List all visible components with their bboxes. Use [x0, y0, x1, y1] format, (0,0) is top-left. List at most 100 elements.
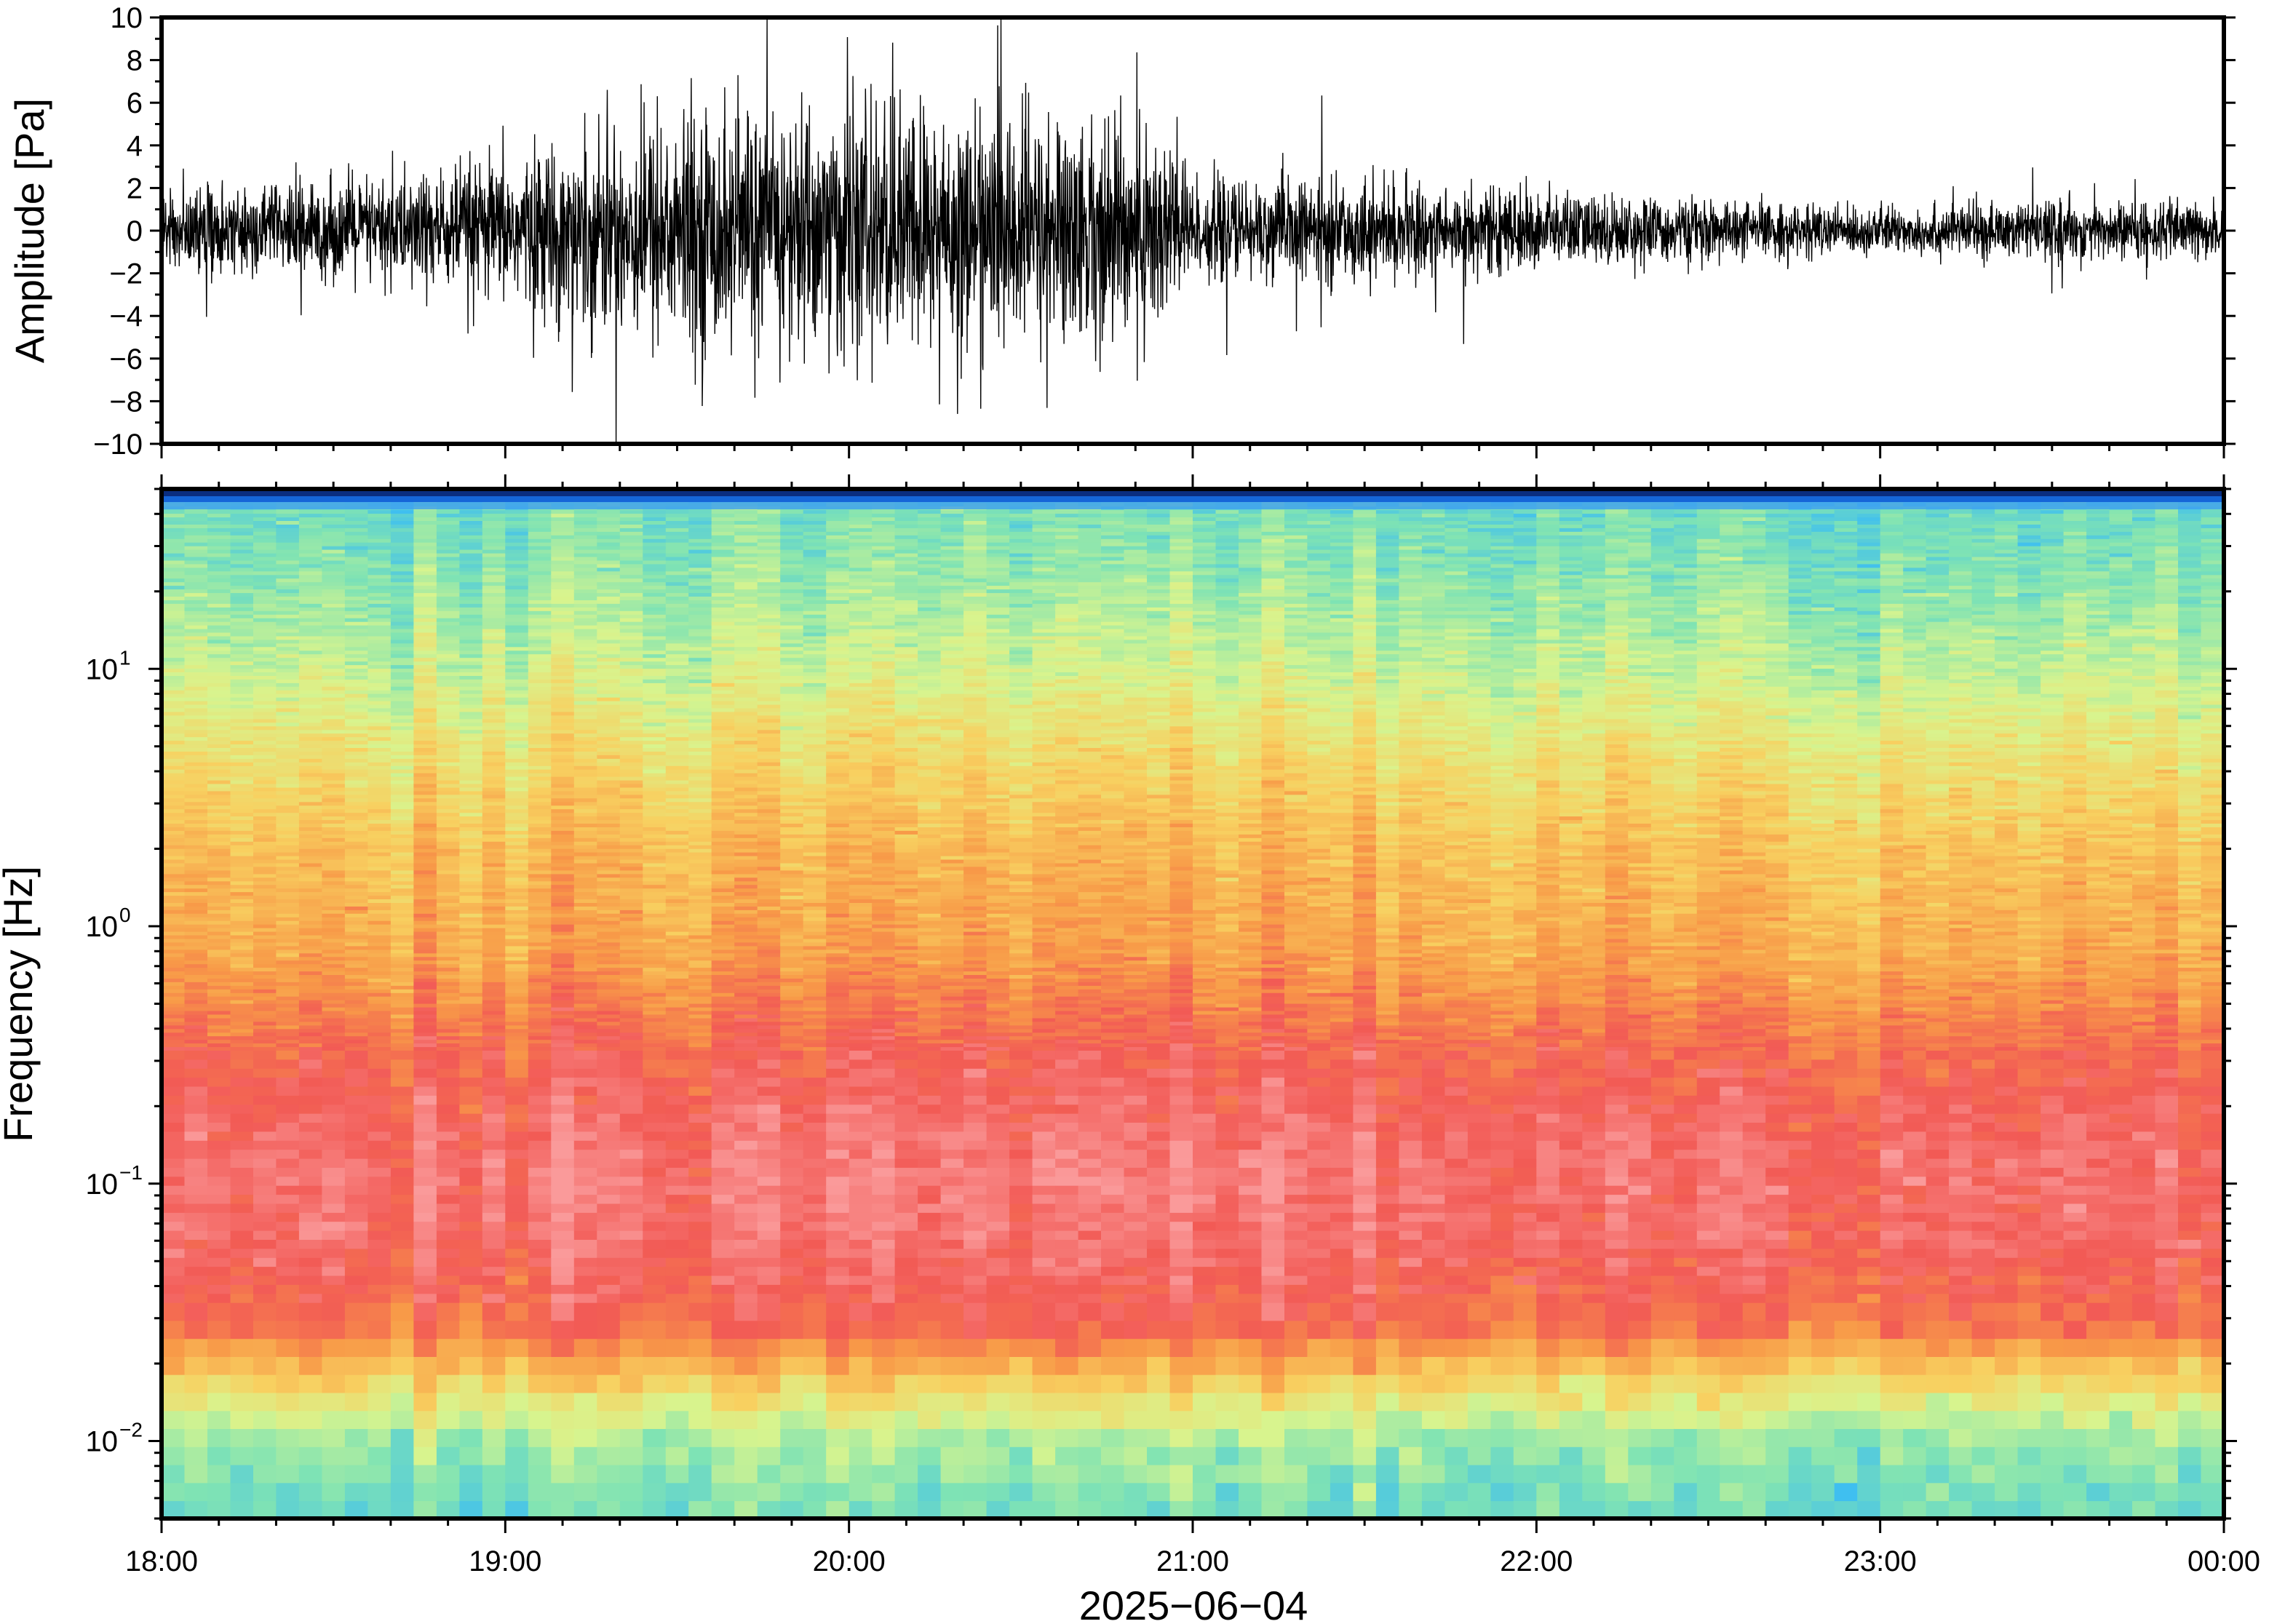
spectrogram-cell	[413, 956, 437, 961]
spectrogram-cell	[643, 823, 667, 827]
spectrogram-cell	[367, 664, 392, 669]
spectrogram-cell	[505, 751, 529, 755]
spectrogram-cell	[528, 982, 552, 986]
spectrogram-cell	[413, 1140, 437, 1150]
spectrogram-cell	[298, 715, 323, 720]
spectrogram-cell	[390, 1302, 415, 1321]
spectrogram-cell	[551, 844, 575, 849]
spectrogram-cell	[276, 707, 300, 712]
spectrogram-cell	[322, 1140, 346, 1150]
spectrogram-cell	[573, 1185, 598, 1195]
spectrogram-cell	[276, 733, 300, 738]
spectrogram-cell	[688, 819, 712, 824]
spectrogram-cell	[482, 931, 506, 936]
spectrogram-cell	[207, 560, 231, 565]
spectrogram-cell	[482, 808, 506, 813]
spectrogram-cell	[253, 574, 277, 579]
spectrogram-cell	[344, 1140, 369, 1150]
spectrogram-cell	[390, 585, 415, 590]
spectrogram-cell	[207, 938, 231, 943]
spectrogram-cell	[344, 628, 369, 633]
spectrogram-cell	[459, 675, 483, 680]
spectrogram-cell	[711, 1320, 735, 1340]
spectrogram-cell	[436, 920, 461, 925]
spectrogram-cell	[643, 866, 667, 871]
spectrogram-cell	[528, 650, 552, 655]
spectrogram-cell	[230, 552, 254, 557]
spectrogram-cell	[184, 704, 208, 709]
spectrogram-cell	[459, 816, 483, 821]
spectrogram-cell	[688, 978, 712, 982]
spectrogram-cell	[162, 888, 186, 893]
spectrogram-cell	[322, 931, 346, 936]
spectrogram-cell	[413, 873, 437, 878]
spectrogram-cell	[230, 589, 254, 594]
spectrogram-cell	[344, 711, 369, 716]
spectrogram-cell	[459, 628, 483, 633]
spectrogram-cell	[619, 1077, 644, 1087]
spectrogram-cell	[459, 1230, 483, 1240]
spectrogram-cell	[688, 600, 712, 604]
spectrogram-cell	[344, 1185, 369, 1195]
spectrogram-cell	[230, 657, 254, 662]
spectrogram-cell	[436, 740, 461, 745]
spectrogram-cell	[344, 1464, 369, 1484]
spectrogram-cell	[184, 1221, 208, 1231]
spectrogram-cell	[711, 783, 735, 788]
spectrogram-cell	[597, 718, 621, 723]
spectrogram-cell	[459, 624, 483, 629]
spectrogram-cell	[573, 794, 598, 799]
spectrogram-cell	[253, 1077, 277, 1087]
spectrogram-cell	[344, 942, 369, 947]
spectrogram-cell	[711, 776, 735, 781]
spectrogram-cell	[367, 696, 392, 701]
spectrogram-cell	[643, 624, 667, 629]
spectrogram-cell	[276, 837, 300, 842]
spectrogram-cell	[619, 758, 644, 763]
spectrogram-cell	[413, 657, 437, 662]
spectrogram-cell	[207, 805, 231, 810]
spectrogram-cell	[597, 963, 621, 968]
spectrogram-cell	[505, 762, 529, 766]
spectrogram-cell	[459, 762, 483, 766]
spectrogram-cell	[253, 715, 277, 720]
spectrogram-cell	[643, 840, 667, 845]
spectrogram-cell	[573, 531, 598, 536]
spectrogram-cell	[619, 509, 644, 514]
spectrogram-cell	[162, 696, 186, 701]
spectrogram-cell	[276, 1176, 300, 1186]
spectrogram-cell	[413, 607, 437, 611]
spectrogram-cell	[482, 1320, 506, 1340]
spectrogram-cell	[322, 869, 346, 875]
spectrogram-cell	[528, 755, 552, 759]
spectrogram-cell	[505, 1176, 529, 1186]
spectrogram-cell	[597, 1039, 621, 1044]
spectrogram-cell	[711, 1230, 735, 1240]
spectrogram-cell	[253, 1239, 277, 1249]
spectrogram-cell	[665, 541, 690, 546]
spectrogram-cell	[184, 1167, 208, 1177]
spectrogram-cell	[207, 801, 231, 806]
spectrogram-cell	[619, 650, 644, 655]
spectrogram-cell	[505, 840, 529, 845]
spectrogram-cell	[207, 909, 231, 914]
spectrogram-cell	[688, 960, 712, 965]
spectrogram-cell	[367, 1067, 392, 1078]
spectrogram-cell	[298, 528, 323, 532]
spectrogram-cell	[367, 700, 392, 705]
spectrogram-cell	[207, 945, 231, 950]
spectrogram-cell	[643, 1167, 667, 1177]
spectrogram-cell	[390, 751, 415, 755]
spectrogram-cell	[413, 603, 437, 608]
spectrogram-cell	[643, 1010, 667, 1015]
spectrogram-cell	[322, 840, 346, 845]
spectrogram-cell	[413, 563, 437, 568]
spectrogram-cell	[688, 1176, 712, 1186]
spectrogram-cell	[276, 1067, 300, 1078]
spectrogram-cell	[551, 1239, 575, 1249]
spectrogram-cell	[230, 995, 254, 1000]
spectrogram-cell	[253, 693, 277, 698]
spectrogram-cell	[276, 635, 300, 640]
spectrogram-cell	[597, 776, 621, 781]
spectrogram-cell	[298, 736, 323, 741]
